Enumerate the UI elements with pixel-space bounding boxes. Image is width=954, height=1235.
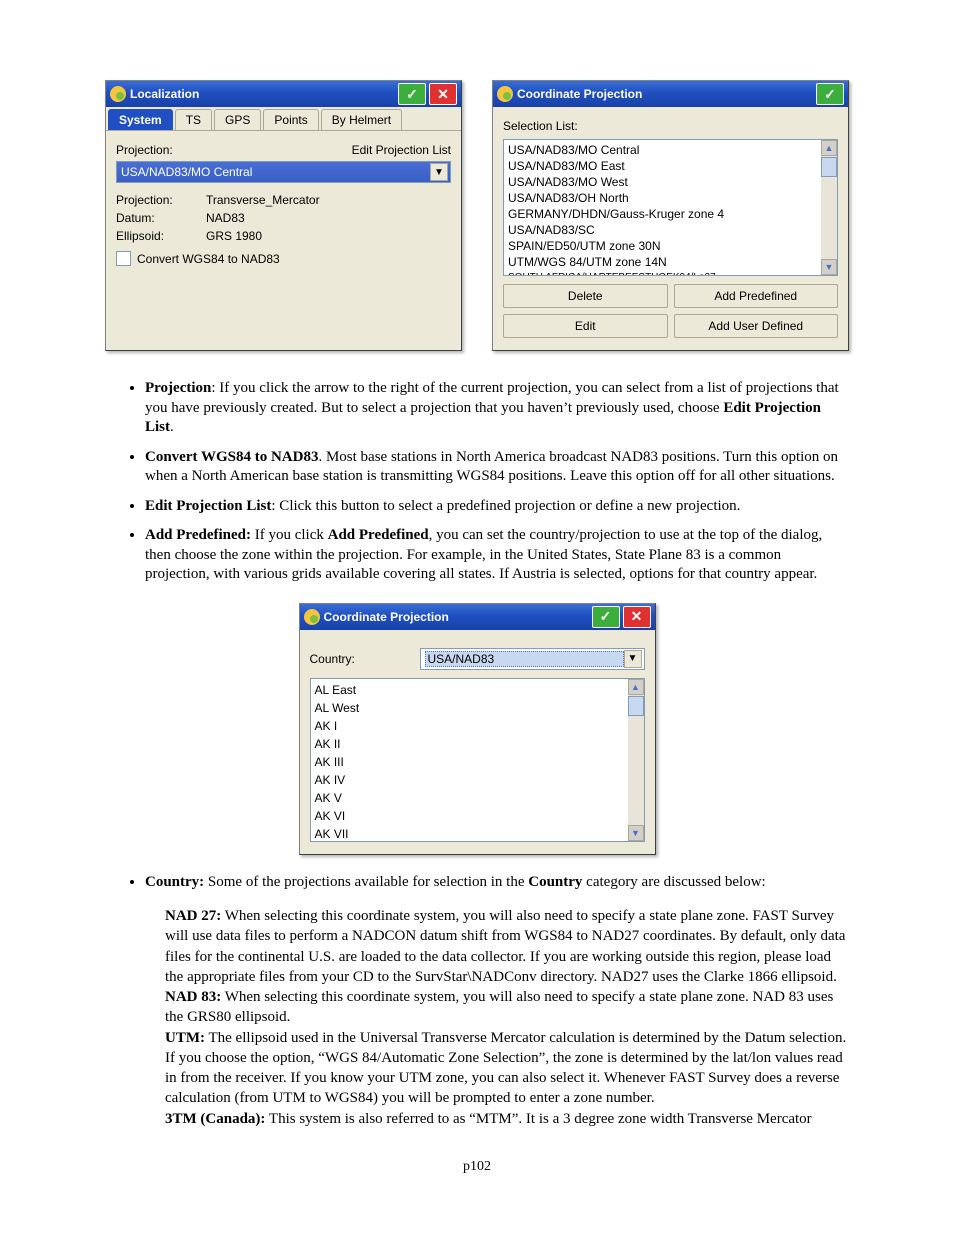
localization-dialog: Localization ✓ ✕ System TS GPS Points By… — [105, 80, 462, 351]
page-number: p102 — [105, 1159, 849, 1175]
country-projection-dialog: Coordinate Projection ✓ ✕ Country: USA/N… — [299, 603, 656, 855]
para-3tm: 3TM (Canada): This system is also referr… — [165, 1109, 849, 1129]
scroll-thumb[interactable] — [628, 696, 644, 716]
tab-ts[interactable]: TS — [175, 109, 212, 130]
list-item[interactable]: AK V — [315, 789, 624, 807]
window-title: Coordinate Projection — [517, 87, 813, 101]
bullet-list-2: Country: Some of the projections availab… — [105, 873, 849, 893]
app-icon — [304, 609, 320, 625]
list-item[interactable]: AK III — [315, 753, 624, 771]
row-label: Ellipsoid: — [116, 229, 206, 243]
list-items: USA/NAD83/MO Central USA/NAD83/MO East U… — [504, 140, 821, 275]
scroll-down-icon[interactable]: ▼ — [628, 825, 644, 841]
window-title: Localization — [130, 87, 395, 101]
list-item[interactable]: AK VI — [315, 807, 624, 825]
row-value: NAD83 — [206, 211, 245, 225]
country-combo-value: USA/NAD83 — [425, 651, 624, 667]
tab-points[interactable]: Points — [263, 109, 318, 130]
list-item[interactable]: SOUTH AFRICA/HARTEBEESTHOEK94/Lo27 — [508, 270, 817, 275]
row-label: Projection: — [116, 193, 206, 207]
tab-row: System TS GPS Points By Helmert — [106, 107, 461, 131]
list-item[interactable]: AL East — [315, 681, 624, 699]
scroll-down-icon[interactable]: ▼ — [821, 259, 837, 275]
list-items: AL East AL West AK I AK II AK III AK IV … — [311, 679, 628, 841]
bullet-add-predefined: Add Predefined: If you click Add Predefi… — [145, 526, 849, 585]
bullet-country: Country: Some of the projections availab… — [145, 873, 849, 893]
country-combo[interactable]: USA/NAD83 ▼ — [420, 648, 645, 670]
list-item[interactable]: AK I — [315, 717, 624, 735]
selection-listbox[interactable]: USA/NAD83/MO Central USA/NAD83/MO East U… — [503, 139, 838, 276]
chevron-down-icon[interactable]: ▼ — [430, 163, 448, 181]
selection-list-label: Selection List: — [503, 119, 838, 133]
edit-button[interactable]: Edit — [503, 314, 668, 338]
list-item[interactable]: GERMANY/DHDN/Gauss-Kruger zone 4 — [508, 206, 817, 222]
tab-system[interactable]: System — [108, 109, 173, 130]
scrollbar[interactable]: ▲ ▼ — [628, 679, 644, 841]
projection-combo[interactable]: USA/NAD83/MO Central ▼ — [116, 161, 451, 183]
ok-button[interactable]: ✓ — [398, 83, 426, 105]
para-utm: UTM: The ellipsoid used in the Universal… — [165, 1028, 849, 1109]
list-item[interactable]: AK IV — [315, 771, 624, 789]
tab-by-helmert[interactable]: By Helmert — [321, 109, 402, 130]
list-item[interactable]: SPAIN/ED50/UTM zone 30N — [508, 238, 817, 254]
list-item[interactable]: AK II — [315, 735, 624, 753]
bullet-convert: Convert WGS84 to NAD83. Most base statio… — [145, 448, 849, 487]
ok-button[interactable]: ✓ — [816, 83, 844, 105]
para-nad83: NAD 83: When selecting this coordinate s… — [165, 987, 849, 1028]
projection-label: Projection: — [116, 143, 206, 157]
list-item[interactable]: USA/NAD83/MO West — [508, 174, 817, 190]
dialog-body: Projection: Edit Projection List USA/NAD… — [106, 131, 461, 308]
app-icon — [497, 86, 513, 102]
country-detail-paragraphs: NAD 27: When selecting this coordinate s… — [165, 906, 849, 1129]
row-value: GRS 1980 — [206, 229, 262, 243]
bullet-projection: Projection: If you click the arrow to th… — [145, 379, 849, 438]
app-icon — [110, 86, 126, 102]
dialog-body: Country: USA/NAD83 ▼ AL East AL West AK … — [300, 630, 655, 854]
ok-button[interactable]: ✓ — [592, 606, 620, 628]
row-label: Datum: — [116, 211, 206, 225]
list-item[interactable]: USA/NAD83/OH North — [508, 190, 817, 206]
convert-checkbox-label: Convert WGS84 to NAD83 — [137, 252, 280, 266]
bullet-edit-proj-list: Edit Projection List: Click this button … — [145, 497, 849, 517]
delete-button[interactable]: Delete — [503, 284, 668, 308]
scroll-up-icon[interactable]: ▲ — [628, 679, 644, 695]
dialog-body: Selection List: USA/NAD83/MO Central USA… — [493, 107, 848, 350]
bullet-list: Projection: If you click the arrow to th… — [105, 379, 849, 585]
edit-projection-list-link[interactable]: Edit Projection List — [206, 143, 451, 157]
add-user-defined-button[interactable]: Add User Defined — [674, 314, 839, 338]
projection-combo-value: USA/NAD83/MO Central — [121, 165, 430, 179]
row-value: Transverse_Mercator — [206, 193, 320, 207]
list-item[interactable]: AL West — [315, 699, 624, 717]
list-item[interactable]: USA/NAD83/MO East — [508, 158, 817, 174]
window-title: Coordinate Projection — [324, 610, 589, 624]
add-predefined-button[interactable]: Add Predefined — [674, 284, 839, 308]
titlebar: Localization ✓ ✕ — [106, 81, 461, 107]
list-item[interactable]: USA/NAD83/MO Central — [508, 142, 817, 158]
convert-checkbox-row[interactable]: Convert WGS84 to NAD83 — [116, 251, 451, 266]
checkbox-icon[interactable] — [116, 251, 131, 266]
list-item[interactable]: AK VII — [315, 825, 624, 841]
para-nad27: NAD 27: When selecting this coordinate s… — [165, 906, 849, 987]
scroll-up-icon[interactable]: ▲ — [821, 140, 837, 156]
scroll-thumb[interactable] — [821, 157, 837, 177]
scrollbar[interactable]: ▲ ▼ — [821, 140, 837, 275]
chevron-down-icon[interactable]: ▼ — [624, 650, 642, 668]
close-button[interactable]: ✕ — [429, 83, 457, 105]
list-item[interactable]: USA/NAD83/SC — [508, 222, 817, 238]
titlebar: Coordinate Projection ✓ — [493, 81, 848, 107]
zone-listbox[interactable]: AL East AL West AK I AK II AK III AK IV … — [310, 678, 645, 842]
country-label: Country: — [310, 652, 420, 666]
tab-gps[interactable]: GPS — [214, 109, 261, 130]
titlebar: Coordinate Projection ✓ ✕ — [300, 604, 655, 630]
close-button[interactable]: ✕ — [623, 606, 651, 628]
coordinate-projection-dialog: Coordinate Projection ✓ Selection List: … — [492, 80, 849, 351]
list-item[interactable]: UTM/WGS 84/UTM zone 14N — [508, 254, 817, 270]
